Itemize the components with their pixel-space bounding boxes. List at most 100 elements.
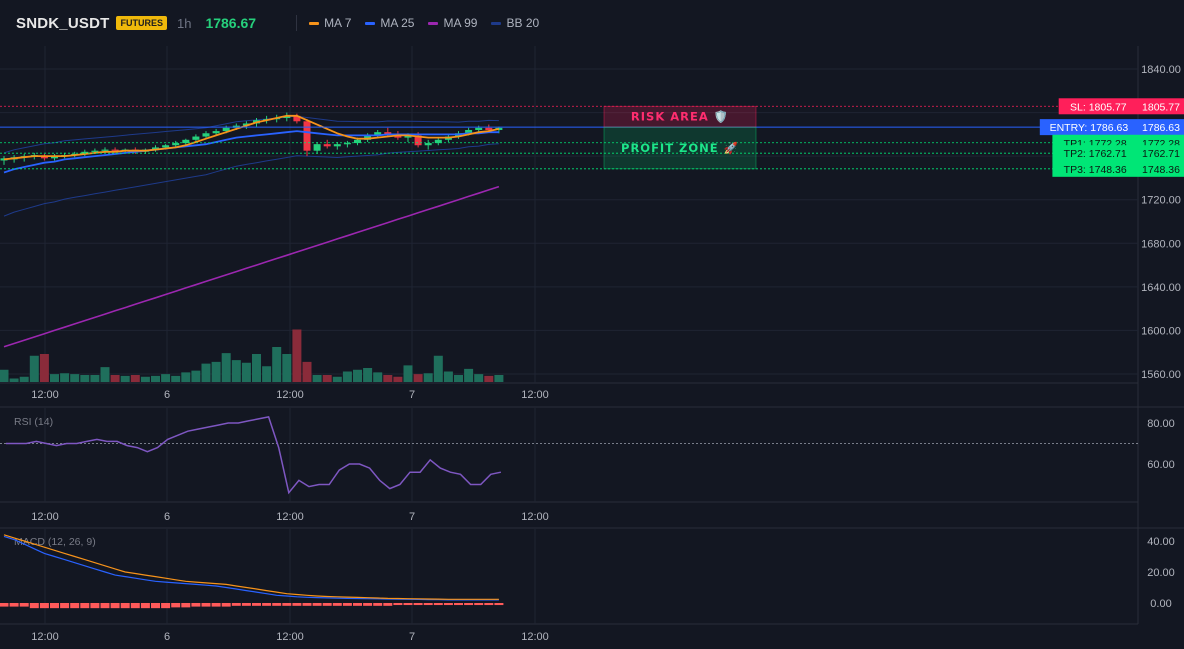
volume-bar (282, 354, 292, 382)
sl-tag: SL: 1805.77 (1070, 101, 1127, 113)
macd-hist-bar (474, 603, 484, 606)
candle-body (51, 156, 58, 159)
volume-bar (342, 371, 352, 382)
macd-hist-bar (393, 603, 403, 606)
candle-body (283, 115, 291, 119)
ma7-line (3, 114, 500, 161)
macd-hist-bar (231, 603, 241, 606)
entry-axis-bg (1138, 119, 1184, 136)
symbol-name[interactable]: SNDK_USDT (16, 14, 110, 32)
legend-label: MA 99 (443, 16, 478, 30)
candle-body (202, 133, 210, 137)
volume-bar (454, 375, 463, 382)
ma25-line (3, 130, 499, 174)
volume-bar (403, 365, 413, 382)
candle-body (293, 115, 301, 122)
entry-tag-bg (1039, 119, 1138, 136)
timeframe-label[interactable]: 1h (176, 15, 192, 31)
candle-body (242, 123, 250, 126)
bb-lower-line (3, 143, 499, 217)
volume-bar (130, 375, 140, 382)
volume-bar (292, 329, 302, 382)
volume-bar (161, 374, 171, 382)
volume-bar (484, 375, 494, 382)
tp3-axis-bg (1138, 160, 1184, 177)
macd-hist-bar (454, 603, 463, 606)
macd-hist-bar (161, 603, 171, 609)
candle-body (424, 143, 432, 146)
candle-body (0, 158, 8, 161)
volume-bar (373, 372, 383, 382)
macd-signal-line (3, 534, 499, 600)
candle-body (182, 139, 190, 144)
tp2-axis-label: 1762.71 (1142, 148, 1180, 160)
macd-hist-bar (0, 603, 9, 607)
candle-body (323, 144, 331, 147)
time-tick-label: 6 (164, 631, 170, 643)
macd-hist-bar (282, 603, 292, 606)
volume-bar (221, 353, 231, 382)
rsi-tick-label: 80.00 (1147, 418, 1175, 430)
volume-bar (70, 374, 80, 382)
volume-bar (90, 375, 100, 382)
macd-hist-bar (19, 603, 29, 607)
volume-bar (120, 375, 130, 382)
macd-hist-bar (292, 603, 302, 606)
legend-item[interactable]: BB 20 (491, 16, 539, 30)
candle-body (485, 127, 493, 130)
macd-hist-bar (151, 603, 160, 609)
volume-bar (29, 355, 39, 382)
candle-body (303, 121, 311, 151)
candle-body (101, 149, 109, 151)
macd-hist-bar (252, 603, 261, 606)
volume-bar (464, 368, 474, 382)
header-divider (296, 15, 298, 31)
volume-bar (393, 376, 403, 382)
volume-bar (0, 369, 9, 382)
bb-upper-line (3, 115, 499, 154)
macd-hist-bar (60, 603, 70, 609)
tp2-axis-bg (1138, 145, 1184, 162)
volume-bar (80, 375, 90, 382)
legend-item[interactable]: MA 99 (428, 16, 477, 30)
volume-bar (50, 374, 59, 382)
macd-hist-bar (50, 603, 59, 609)
macd-tick-label: 20.00 (1147, 567, 1175, 579)
last-price: 1786.67 (205, 15, 257, 31)
time-tick-label: 6 (164, 389, 170, 401)
time-tick-label: 12:00 (521, 389, 549, 401)
macd-hist-bar (373, 603, 383, 606)
macd-hist-bar (353, 603, 362, 606)
candle-body (172, 143, 180, 146)
tp2-tag-bg (1052, 145, 1138, 162)
price-tick-label: 1600.00 (1141, 325, 1181, 337)
tp3-axis-label: 1748.36 (1142, 164, 1180, 176)
macd-hist-bar (363, 603, 373, 606)
volume-bar (201, 363, 211, 382)
legend-item[interactable]: MA 7 (309, 16, 351, 30)
volume-bar (363, 368, 373, 382)
chart-header: SNDK_USDT FUTURES 1h 1786.67 MA 7 MA 25 MA… (0, 0, 1184, 46)
macd-hist-bar (383, 603, 393, 606)
macd-hist-bar (484, 603, 494, 606)
price-tick-label: 1680.00 (1141, 238, 1181, 250)
time-tick-label: 12:00 (521, 631, 549, 643)
macd-hist-bar (39, 603, 49, 609)
volume-bar (241, 362, 251, 382)
legend-item[interactable]: MA 25 (365, 16, 414, 30)
volume-bar (474, 374, 484, 382)
sl-axis-label: 1805.77 (1142, 101, 1180, 113)
macd-hist-bar (302, 603, 312, 606)
legend-swatch (428, 21, 439, 25)
entry-axis-label: 1786.63 (1142, 122, 1180, 134)
legend-label: MA 25 (380, 16, 415, 30)
candle-body (333, 144, 341, 147)
candle-body (212, 131, 220, 134)
macd-hist-bar (494, 603, 504, 606)
volume-bar (252, 354, 261, 382)
macd-hist-bar (433, 603, 443, 606)
volume-bar (494, 375, 504, 382)
futures-badge: FUTURES (116, 16, 167, 30)
time-tick-label: 7 (409, 631, 415, 643)
